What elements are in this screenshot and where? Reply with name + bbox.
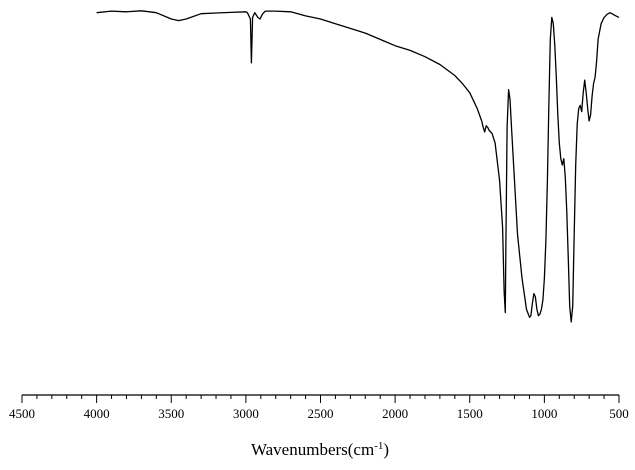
- spectrum-line: [97, 11, 619, 322]
- x-tick-label: 3500: [158, 406, 184, 421]
- x-axis-label-superscript: -1: [374, 440, 383, 452]
- x-tick-label: 4500: [9, 406, 35, 421]
- plot-area: [97, 11, 619, 322]
- x-tick-label: 2500: [308, 406, 334, 421]
- x-axis-tick-labels: 4500 4000 3500 3000 2500 2000 1500 1000 500: [9, 406, 629, 421]
- x-axis-ticks: [22, 395, 619, 403]
- x-axis-label: Wavenumbers(cm-1): [251, 440, 389, 459]
- x-tick-label: 3000: [233, 406, 259, 421]
- x-tick-label: 4000: [84, 406, 110, 421]
- x-axis-label-close: ): [383, 440, 389, 459]
- x-axis-label-main: Wavenumbers(cm: [251, 440, 374, 459]
- x-tick-label: 2000: [382, 406, 408, 421]
- x-tick-label: 1500: [457, 406, 483, 421]
- x-tick-label: 500: [609, 406, 629, 421]
- x-tick-label: 1000: [531, 406, 557, 421]
